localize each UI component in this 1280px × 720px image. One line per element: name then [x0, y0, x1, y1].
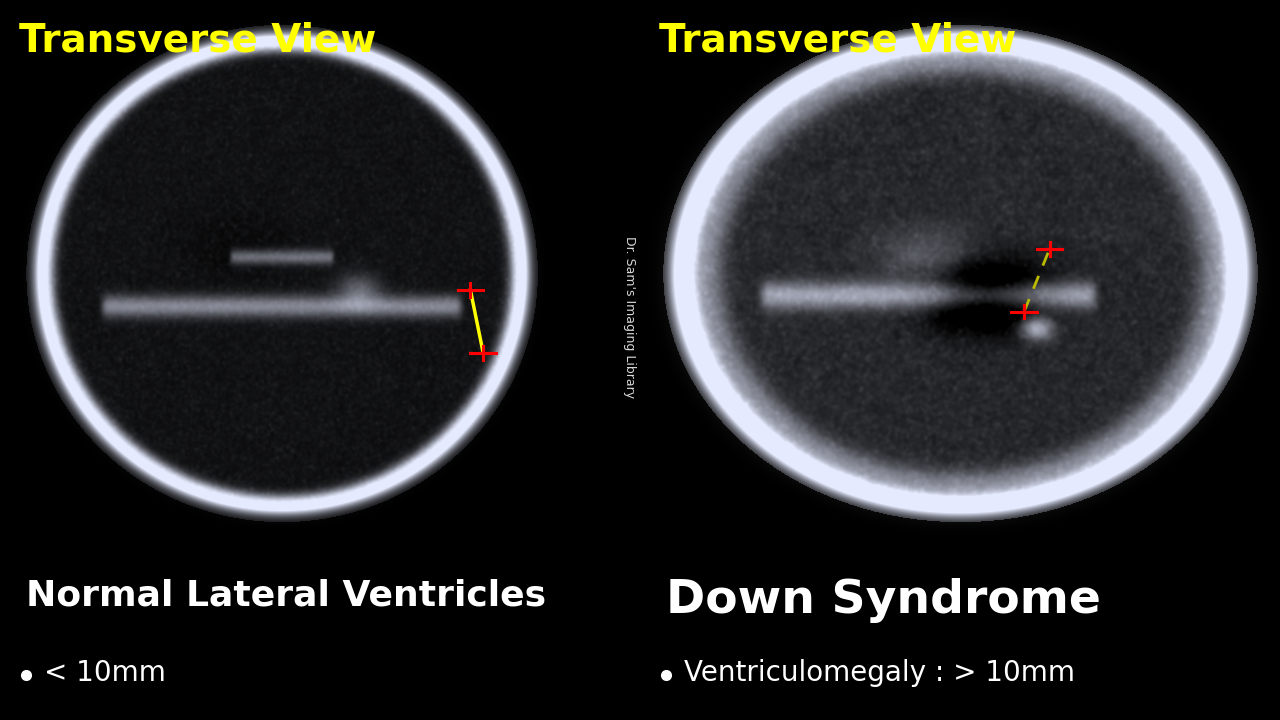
Text: Normal Lateral Ventricles: Normal Lateral Ventricles: [26, 578, 545, 612]
Text: Transverse View: Transverse View: [659, 22, 1016, 60]
Text: < 10mm: < 10mm: [44, 660, 165, 688]
Text: Ventriculomegaly : > 10mm: Ventriculomegaly : > 10mm: [684, 660, 1074, 688]
Text: Down Syndrome: Down Syndrome: [666, 578, 1101, 624]
Text: Transverse View: Transverse View: [19, 22, 376, 60]
Text: Dr. Sam's Imaging Library: Dr. Sam's Imaging Library: [622, 236, 636, 398]
